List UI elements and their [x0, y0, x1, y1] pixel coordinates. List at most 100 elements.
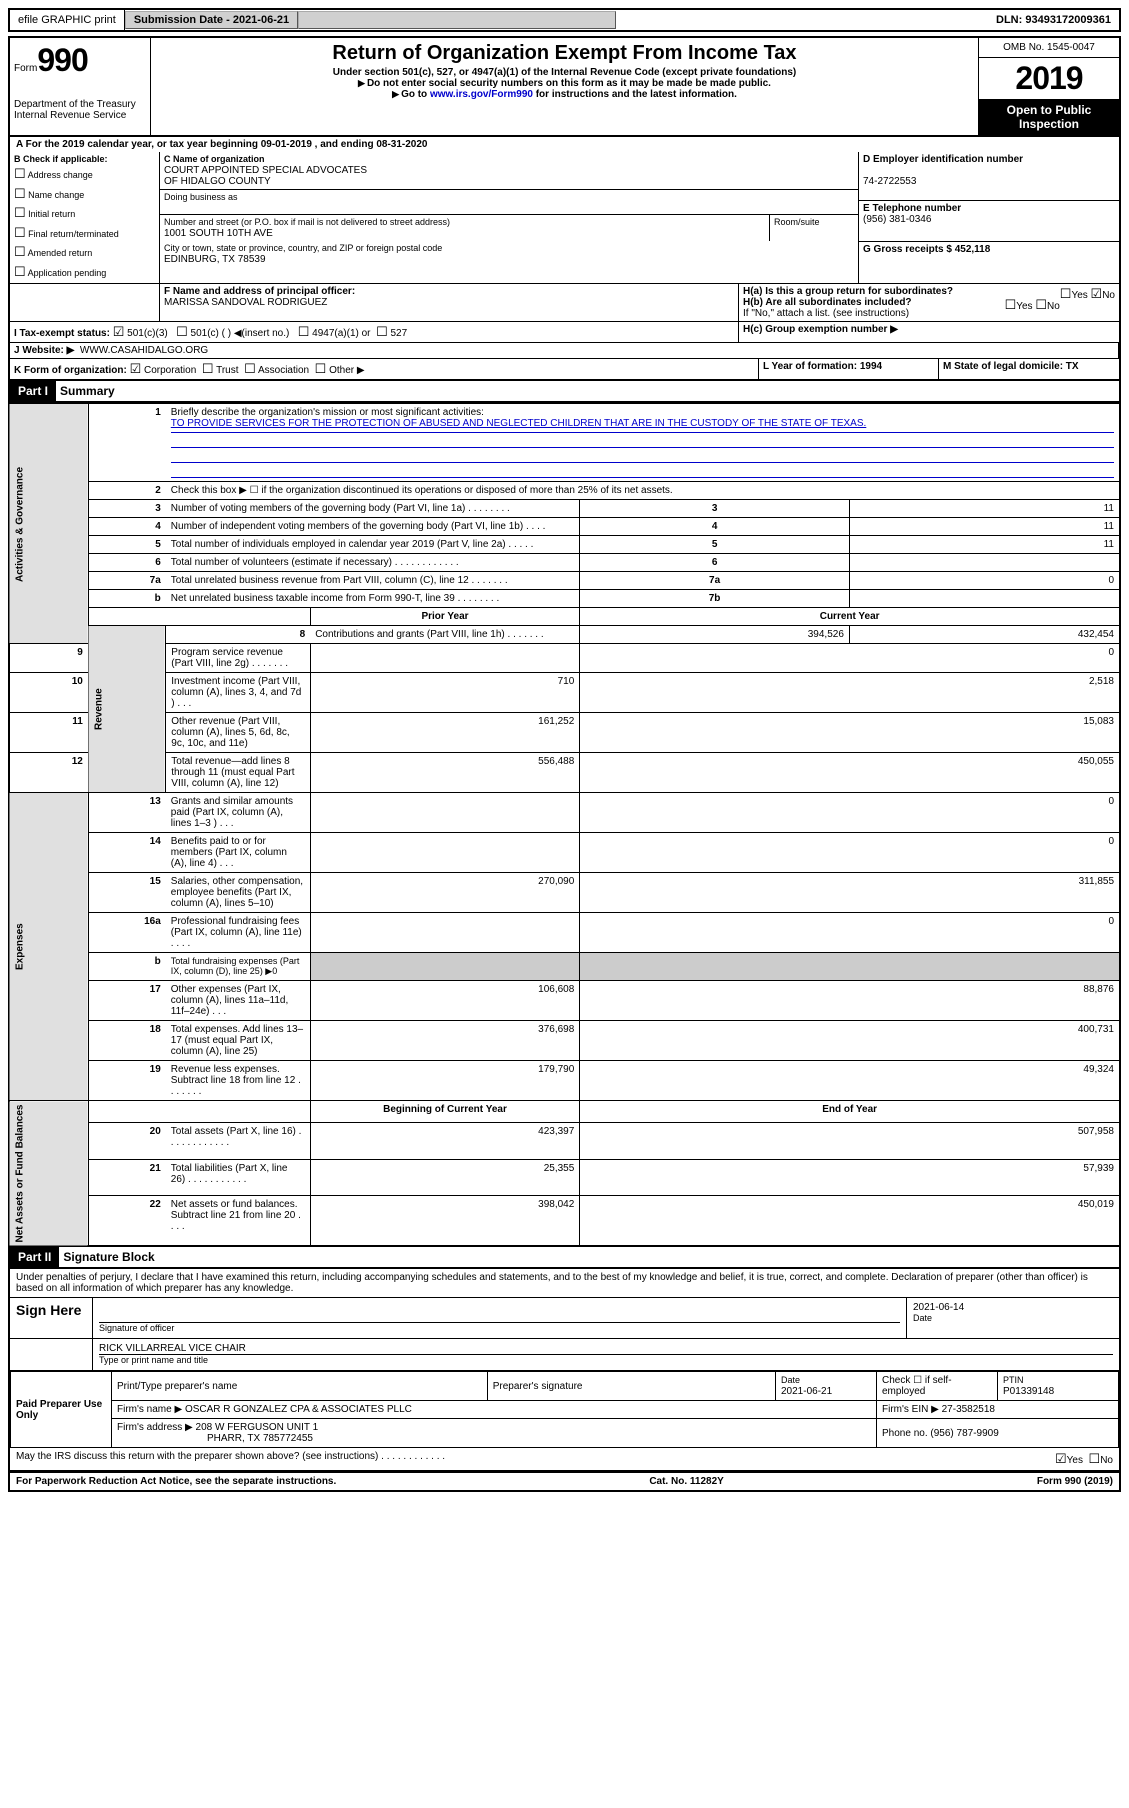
table-row: bTotal fundraising expenses (Part IX, co… [9, 953, 1120, 981]
table-row: 7aTotal unrelated business revenue from … [9, 572, 1120, 590]
table-row: 17Other expenses (Part IX, column (A), l… [9, 981, 1120, 1021]
note2-prefix: Go to [401, 89, 430, 100]
cb-final-return[interactable]: Final return/terminated [14, 223, 155, 243]
line-2-num: 2 [88, 482, 165, 500]
block-b: B Check if applicable: Address change Na… [10, 152, 160, 284]
part-1-bar: Part I Summary [8, 381, 1121, 403]
discuss-label: May the IRS discuss this return with the… [16, 1451, 445, 1467]
footer: For Paperwork Reduction Act Notice, see … [8, 1472, 1121, 1492]
prep-self-employed[interactable]: Check ☐ if self-employed [877, 1372, 998, 1401]
cb-501c3[interactable] [113, 328, 125, 339]
city-label: City or town, state or province, country… [164, 243, 442, 253]
k-label: K Form of organization: [14, 365, 127, 376]
table-row: 10Investment income (Part VIII, column (… [9, 673, 1120, 713]
irs-label: Internal Revenue Service [14, 110, 146, 121]
i-label: I Tax-exempt status: [14, 328, 110, 339]
cb-amended[interactable]: Amended return [14, 242, 155, 262]
form-number: 990 [37, 42, 87, 78]
table-row: 5Total number of individuals employed in… [9, 536, 1120, 554]
prep-phone: (956) 787-9909 [930, 1428, 998, 1439]
firm-name-label: Firm's name ▶ [117, 1404, 182, 1415]
blank-button[interactable] [298, 11, 616, 29]
arrow-icon [358, 78, 367, 89]
type-name-label: Type or print name and title [99, 1355, 208, 1365]
hb-yes[interactable]: Yes [1016, 301, 1032, 312]
table-row: 18Total expenses. Add lines 13–17 (must … [9, 1021, 1120, 1061]
cb-527[interactable] [376, 328, 388, 339]
table-row: 15Salaries, other compensation, employee… [9, 873, 1120, 913]
summary-table: Activities & Governance 1 Briefly descri… [8, 403, 1121, 1247]
ein-label: D Employer identification number [863, 154, 1023, 165]
room-label: Room/suite [774, 217, 820, 227]
part-2-bar: Part II Signature Block [8, 1247, 1121, 1269]
signature-block: Under penalties of perjury, I declare th… [8, 1269, 1121, 1472]
cb-association[interactable] [244, 365, 256, 376]
cb-4947[interactable] [298, 328, 310, 339]
table-row: 20Total assets (Part X, line 16) . . . .… [9, 1123, 1120, 1159]
line-1-num: 1 [88, 404, 165, 482]
city-value: EDINBURG, TX 78539 [164, 254, 266, 265]
footer-center: Cat. No. 11282Y [649, 1476, 723, 1487]
open-public-badge: Open to Public Inspection [979, 99, 1119, 135]
vlabel-expenses: Expenses [9, 793, 88, 1101]
prep-phone-label: Phone no. [882, 1428, 928, 1439]
table-row: 6Total number of volunteers (estimate if… [9, 554, 1120, 572]
phone-label: E Telephone number [863, 203, 961, 214]
cb-initial-return[interactable]: Initial return [14, 203, 155, 223]
block-b-label: B Check if applicable: [14, 154, 155, 164]
firm-ein-label: Firm's EIN ▶ [882, 1404, 939, 1415]
line-a-text: For the 2019 calendar year, or tax year … [26, 139, 428, 150]
prep-date: 2021-06-21 [781, 1386, 832, 1397]
form-subtitle: Under section 501(c), 527, or 4947(a)(1)… [157, 67, 972, 78]
cb-application-pending[interactable]: Application pending [14, 262, 155, 282]
arrow-icon [392, 89, 401, 100]
col-header-row: Prior Year Current Year [9, 608, 1120, 626]
officer-sign-name: RICK VILLARREAL VICE CHAIR [99, 1343, 1113, 1355]
cb-other[interactable] [315, 365, 327, 376]
cb-name-change[interactable]: Name change [14, 184, 155, 204]
sig-date-label: Date [913, 1313, 932, 1323]
submission-date-button[interactable]: Submission Date - 2021-06-21 [125, 11, 298, 29]
note1: Do not enter social security numbers on … [367, 78, 771, 89]
cb-address-change[interactable]: Address change [14, 164, 155, 184]
discuss-no[interactable] [1089, 1455, 1101, 1466]
officer-name: MARISSA SANDOVAL RODRIGUEZ [164, 297, 327, 308]
table-row: 11Other revenue (Part VIII, column (A), … [9, 713, 1120, 753]
ha-label: H(a) Is this a group return for subordin… [743, 286, 953, 297]
table-row: 21Total liabilities (Part X, line 26) . … [9, 1159, 1120, 1195]
mission-text: TO PROVIDE SERVICES FOR THE PROTECTION O… [171, 418, 1114, 433]
table-row: 4Number of independent voting members of… [9, 518, 1120, 536]
ein-value: 74-2722553 [863, 176, 916, 187]
ha-no[interactable]: No [1102, 290, 1115, 301]
footer-left: For Paperwork Reduction Act Notice, see … [16, 1476, 336, 1487]
line-1: Briefly describe the organization's miss… [166, 404, 1120, 482]
hb-no[interactable]: No [1047, 301, 1060, 312]
note2-suffix: for instructions and the latest informat… [533, 89, 737, 100]
block-i: I Tax-exempt status: 501(c)(3) 501(c) ( … [10, 322, 739, 342]
line-2-label: Check this box ▶ ☐ if the organization d… [166, 482, 1120, 500]
firm-name: OSCAR R GONZALEZ CPA & ASSOCIATES PLLC [185, 1404, 412, 1415]
discuss-yes[interactable] [1055, 1455, 1067, 1466]
vlabel-net: Net Assets or Fund Balances [9, 1101, 88, 1247]
prior-year-header: Prior Year [310, 608, 580, 626]
table-row: bNet unrelated business taxable income f… [9, 590, 1120, 608]
header-right: OMB No. 1545-0047 2019 Open to Public In… [979, 38, 1119, 135]
form-title: Return of Organization Exempt From Incom… [157, 42, 972, 65]
header-left: Form990 Department of the Treasury Inter… [10, 38, 150, 135]
table-row: 14Benefits paid to or for members (Part … [9, 833, 1120, 873]
ha-yes[interactable]: Yes [1071, 290, 1087, 301]
ptin-value: P01339148 [1003, 1386, 1054, 1397]
firm-addr2: PHARR, TX 785772455 [207, 1433, 313, 1444]
cb-corporation[interactable] [130, 365, 142, 376]
cb-501c[interactable] [176, 328, 188, 339]
instructions-link[interactable]: www.irs.gov/Form990 [430, 89, 533, 100]
block-k: K Form of organization: Corporation Trus… [10, 359, 759, 379]
hb-label: H(b) Are all subordinates included? [743, 297, 912, 308]
discuss-row: May the IRS discuss this return with the… [10, 1448, 1119, 1470]
sign-here-label: Sign Here [10, 1298, 93, 1338]
table-row: 22Net assets or fund balances. Subtract … [9, 1195, 1120, 1246]
table-row: 3Number of voting members of the governi… [9, 500, 1120, 518]
addr-label: Number and street (or P.O. box if mail i… [164, 217, 450, 227]
block-deg: D Employer identification number 74-2722… [859, 152, 1119, 284]
cb-trust[interactable] [202, 365, 214, 376]
